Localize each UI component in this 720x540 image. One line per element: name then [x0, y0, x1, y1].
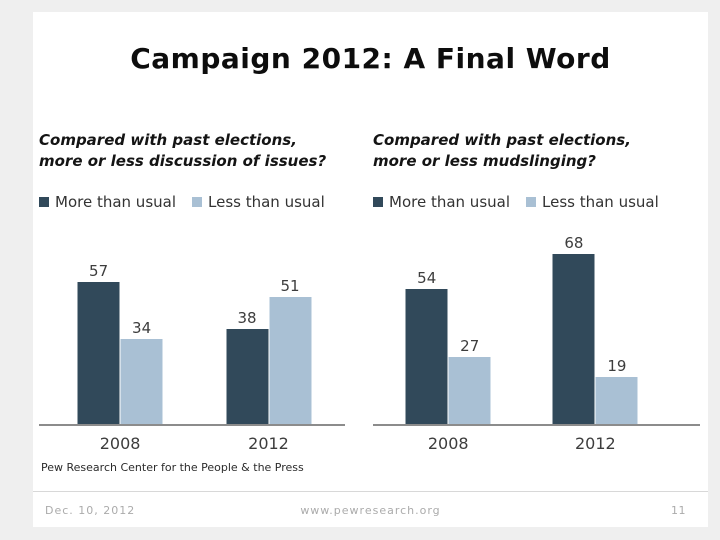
legend-item-more: More than usual — [39, 193, 176, 211]
bar-plot-issues: 57 34 38 51 — [39, 224, 345, 426]
slide-footer: Dec. 10, 2012 www.pewresearch.org 11 — [33, 491, 708, 528]
chart-question-issues: Compared with past elections, more or le… — [39, 130, 345, 172]
question-line: Compared with past elections, — [39, 131, 297, 149]
chart-discussion-of-issues: Compared with past elections, more or le… — [39, 130, 345, 456]
legend-item-more: More than usual — [373, 193, 510, 211]
bar-more-2012 — [226, 329, 268, 424]
bar-group-2012: 68 19 — [552, 234, 638, 424]
value-label: 54 — [417, 269, 437, 287]
category-label-2008: 2008 — [427, 434, 469, 453]
bar-less-2008 — [120, 339, 163, 424]
bar-group-2008: 57 34 — [77, 261, 163, 424]
footer-date: Dec. 10, 2012 — [45, 503, 136, 517]
legend-label-less: Less than usual — [542, 193, 659, 211]
bar-column: 57 — [77, 261, 120, 424]
value-label: 27 — [460, 336, 480, 355]
legend-issues: More than usual Less than usual — [39, 193, 345, 211]
bar-less-2012 — [269, 296, 311, 424]
legend-label-more: More than usual — [389, 193, 510, 211]
bar-more-2012 — [552, 254, 595, 424]
bar-less-2012 — [595, 376, 638, 424]
source-attribution: Pew Research Center for the People & the… — [41, 461, 304, 474]
bar-column: 19 — [595, 356, 638, 424]
slide: Campaign 2012: A Final Word Compared wit… — [33, 12, 708, 527]
legend-swatch-less-icon — [526, 197, 536, 207]
legend-label-less: Less than usual — [208, 193, 325, 211]
category-label-2008: 2008 — [99, 434, 141, 453]
bar-plot-mudslinging: 54 27 68 19 — [373, 224, 700, 426]
legend-item-less: Less than usual — [192, 193, 325, 211]
value-label: 38 — [237, 309, 257, 327]
value-label: 68 — [564, 234, 584, 252]
legend-swatch-less-icon — [192, 197, 202, 207]
footer-website: www.pewresearch.org — [300, 503, 441, 517]
value-label: 57 — [89, 261, 109, 280]
bar-column: 51 — [269, 276, 311, 424]
value-label: 34 — [132, 319, 152, 337]
value-label: 19 — [607, 356, 627, 375]
value-label: 51 — [280, 276, 300, 295]
footer-page-number: 11 — [671, 503, 686, 517]
bar-column: 34 — [120, 319, 163, 424]
bar-column: 27 — [448, 336, 491, 424]
category-axis-mudslinging: 2008 2012 — [373, 430, 700, 456]
legend-label-more: More than usual — [55, 193, 176, 211]
charts-row: Compared with past elections, more or le… — [39, 130, 700, 456]
bar-group-2008: 54 27 — [405, 269, 491, 424]
bar-column: 54 — [405, 269, 448, 424]
category-label-2012: 2012 — [248, 434, 289, 453]
bar-less-2008 — [448, 356, 491, 424]
legend-mudslinging: More than usual Less than usual — [373, 193, 700, 211]
category-axis-issues: 2008 2012 — [39, 430, 345, 456]
bar-group-2012: 38 51 — [226, 276, 311, 424]
question-line: Compared with past elections, — [373, 131, 631, 149]
bar-more-2008 — [405, 289, 448, 424]
question-line: more or less mudslinging? — [373, 152, 596, 170]
slide-title: Campaign 2012: A Final Word — [130, 42, 611, 75]
category-label-2012: 2012 — [575, 434, 616, 453]
bar-column: 68 — [552, 234, 595, 424]
legend-item-less: Less than usual — [526, 193, 659, 211]
chart-mudslinging: Compared with past elections, more or le… — [373, 130, 700, 456]
legend-swatch-more-icon — [373, 197, 383, 207]
bar-column: 38 — [226, 309, 268, 424]
question-line: more or less discussion of issues? — [39, 152, 327, 170]
chart-question-mudslinging: Compared with past elections, more or le… — [373, 130, 700, 172]
legend-swatch-more-icon — [39, 197, 49, 207]
bar-more-2008 — [77, 281, 120, 424]
